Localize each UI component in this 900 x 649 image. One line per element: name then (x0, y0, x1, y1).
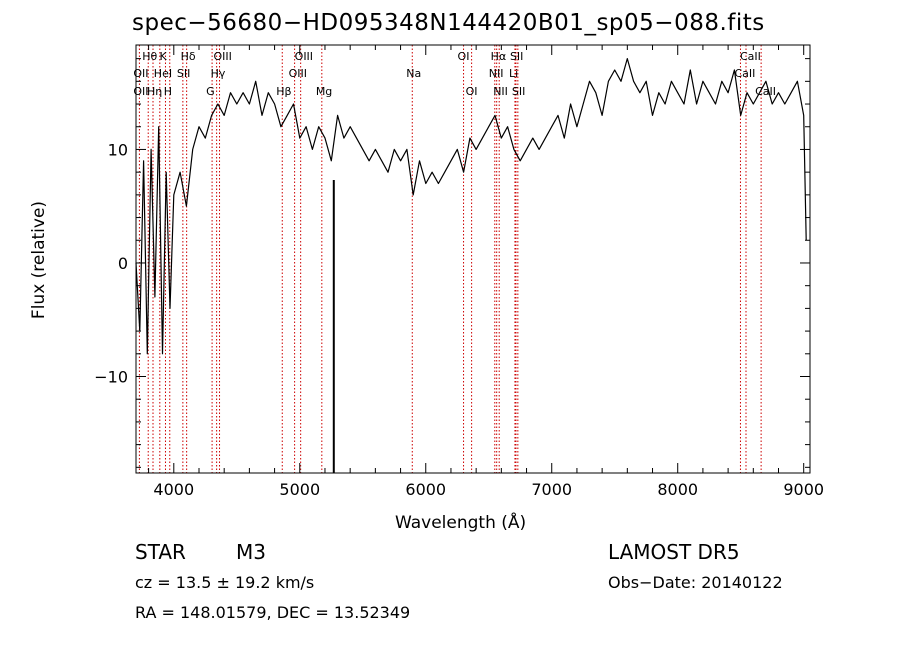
object-class: STAR (135, 540, 186, 564)
survey-label: LAMOST DR5 (608, 540, 740, 564)
spectral-line-label-22: Hβ (276, 85, 291, 98)
chart-title: spec−56680−HD095348N144420B01_sp05−088.f… (132, 10, 765, 36)
spectral-line-label-7: SII (510, 50, 523, 63)
object-subclass: M3 (236, 540, 266, 564)
spectral-line-label-18: OII (133, 85, 148, 98)
plot-frame (135, 44, 811, 474)
spectral-line-label-1: K (159, 50, 167, 63)
spectrum-series-layer (135, 57, 807, 355)
spectral-line-label-21: G (206, 85, 215, 98)
y-tick-label-0: −10 (94, 368, 128, 387)
spectral-line-label-25: NII (493, 85, 508, 98)
x-tick-label-5: 9000 (783, 480, 824, 499)
y-axis-label: Flux (relative) (29, 200, 50, 320)
spectral-line-label-14: Na (406, 67, 421, 80)
y-tick-label-1: 0 (118, 254, 128, 273)
x-tick-label-3: 7000 (531, 480, 572, 499)
x-tick-label-1: 5000 (279, 480, 320, 499)
x-axis-label: Wavelength (Å) (395, 513, 527, 533)
spectral-line-label-9: OII (133, 67, 148, 80)
spectral-line-label-10: HeI (154, 67, 172, 80)
spectral-line-label-15: NII (489, 67, 504, 80)
y-tick-label-2: 10 (108, 140, 128, 159)
redshift-velocity: cz = 13.5 ± 19.2 km/s (135, 573, 315, 592)
spectral-line-label-11: SII (177, 67, 190, 80)
spectrum-series-0 (135, 57, 807, 355)
spectral-line-label-12: Hγ (211, 67, 226, 80)
plot-axes (135, 44, 811, 474)
spectral-line-label-16: Li (509, 67, 518, 80)
spectral-line-label-0: Hθ (142, 50, 157, 63)
spectral-line-label-17: CaII (734, 67, 755, 80)
observation-date: Obs−Date: 20140122 (608, 573, 783, 592)
spectral-line-label-2: Hδ (181, 50, 196, 63)
x-tick-label-0: 4000 (153, 480, 194, 499)
x-tick-label-2: 6000 (405, 480, 446, 499)
axis-ticks: 4000 5000 6000 7000 8000 9000 −10 0 10 (94, 45, 824, 499)
spectral-line-label-27: CaII (755, 85, 776, 98)
spectral-line-label-20: H (164, 85, 172, 98)
spectral-line-label-23: Mg (316, 85, 332, 98)
coordinates: RA = 148.01579, DEC = 13.52349 (135, 603, 411, 622)
spectral-line-label-26: SII (512, 85, 525, 98)
spectral-line-label-19: Hη (147, 85, 162, 98)
spectral-line-label-6: Hα (491, 50, 507, 63)
spectral-line-label-13: OIII (289, 67, 307, 80)
spectral-line-label-8: CaII (740, 50, 761, 63)
x-tick-label-4: 8000 (657, 480, 698, 499)
spectral-line-label-5: OI (458, 50, 470, 63)
spectral-line-label-4: OIII (295, 50, 313, 63)
spectral-line-markers (138, 45, 762, 473)
spectral-line-label-24: OI (466, 85, 478, 98)
spectral-line-label-3: OIII (214, 50, 232, 63)
